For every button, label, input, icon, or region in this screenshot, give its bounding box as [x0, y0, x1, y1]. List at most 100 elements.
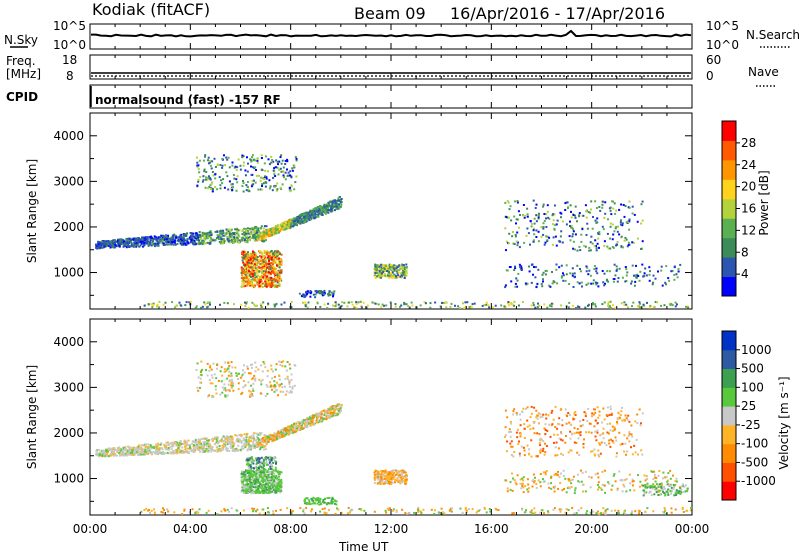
scatter-cell	[393, 275, 396, 278]
scatter-cell	[255, 272, 258, 275]
scatter-cell	[308, 420, 311, 423]
scatter-cell	[595, 283, 598, 286]
scatter-cell	[209, 241, 212, 244]
scatter-cell	[410, 301, 413, 304]
scatter-cell	[383, 264, 386, 266]
scatter-cell	[616, 241, 619, 243]
scatter-cell	[251, 268, 254, 271]
scatter-cell	[236, 449, 239, 452]
scatter-cell	[177, 444, 180, 447]
scatter-cell	[601, 303, 604, 306]
scatter-cell	[213, 442, 216, 445]
scatter-cell	[302, 295, 305, 298]
scatter-cell	[273, 186, 276, 189]
scatter-cell	[250, 254, 253, 257]
scatter-cell	[530, 263, 533, 266]
scatter-cell	[196, 161, 199, 164]
scatter-cell	[167, 241, 169, 244]
scatter-cell	[270, 258, 273, 261]
scatter-cell	[378, 265, 381, 268]
scatter-cell	[249, 284, 252, 287]
scatter-cell	[591, 242, 594, 245]
scatter-cell	[572, 230, 575, 233]
scatter-cell	[278, 260, 281, 263]
scatter-cell	[200, 237, 203, 240]
scatter-cell	[253, 432, 256, 435]
scatter-cell	[388, 274, 391, 277]
scatter-cell	[251, 301, 254, 304]
scatter-cell	[246, 274, 249, 277]
scatter-cell	[129, 446, 132, 449]
scatter-cell	[306, 306, 309, 309]
scatter-cell	[174, 234, 177, 237]
scatter-cell	[265, 252, 268, 255]
scatter-cell	[306, 293, 309, 295]
scatter-cell	[300, 421, 303, 424]
scatter-cell	[268, 187, 271, 190]
scatter-cell	[270, 438, 273, 441]
scatter-cell	[383, 268, 386, 270]
scatter-cell	[293, 422, 295, 425]
scatter-cell	[634, 280, 637, 283]
scatter-cell	[198, 438, 201, 441]
scatter-cell	[388, 266, 391, 268]
scatter-cell	[176, 441, 179, 444]
scatter-cell	[619, 221, 622, 224]
scatter-cell	[223, 186, 226, 189]
scatter-cell	[229, 443, 232, 445]
scatter-cell	[286, 168, 288, 171]
scatter-cell	[390, 272, 392, 275]
scatter-cell	[552, 213, 555, 216]
scatter-cell	[284, 159, 287, 162]
scatter-cell	[250, 165, 252, 168]
scatter-cell	[146, 449, 149, 452]
scatter-cell	[597, 285, 600, 288]
scatter-cell	[230, 233, 233, 236]
scatter-cell	[535, 203, 538, 206]
scatter-cell	[259, 438, 262, 441]
scatter-cell	[174, 442, 177, 445]
scatter-cell	[193, 239, 196, 242]
scatter-cell	[137, 445, 140, 448]
scatter-cell	[270, 231, 273, 234]
scatter-cell	[115, 454, 118, 457]
scatter-cell	[246, 256, 249, 259]
scatter-cell	[560, 230, 563, 233]
scatter-cell	[198, 171, 201, 174]
scatter-cell	[338, 306, 341, 309]
scatter-cell	[385, 269, 387, 272]
freq-panel: Freq. [MHz] 18 8 60 0 Nave	[6, 53, 779, 87]
scatter-cell	[320, 413, 323, 415]
scatter-cell	[223, 439, 226, 442]
scatter-cell	[279, 223, 282, 226]
scatter-cell	[326, 307, 329, 309]
scatter-cell	[253, 263, 256, 266]
scatter-cell	[258, 250, 261, 252]
scatter-cell	[405, 303, 408, 306]
scatter-cell	[309, 295, 312, 298]
scatter-cell	[170, 240, 173, 243]
scatter-cell	[271, 230, 274, 232]
scatter-cell	[656, 301, 658, 304]
scatter-cell	[286, 223, 289, 226]
scatter-cell	[556, 219, 559, 222]
scatter-cell	[111, 241, 114, 244]
scatter-cell	[197, 234, 200, 237]
scatter-cell	[255, 257, 258, 260]
scatter-cell	[125, 242, 128, 245]
scatter-cell	[295, 221, 298, 224]
scatter-cell	[516, 201, 519, 204]
scatter-cell	[253, 230, 256, 233]
scatter-cell	[385, 304, 388, 307]
scatter-cell	[168, 241, 171, 244]
scatter-cell	[134, 237, 137, 240]
scatter-cell	[241, 156, 244, 159]
scatter-cell	[246, 237, 249, 240]
scatter-cell	[579, 268, 581, 270]
scatter-cell	[633, 284, 636, 287]
scatter-cell	[528, 265, 530, 268]
scatter-cell	[295, 427, 298, 429]
scatter-cell	[299, 220, 301, 223]
scatter-cell	[623, 239, 626, 242]
scatter-cell	[280, 271, 283, 273]
